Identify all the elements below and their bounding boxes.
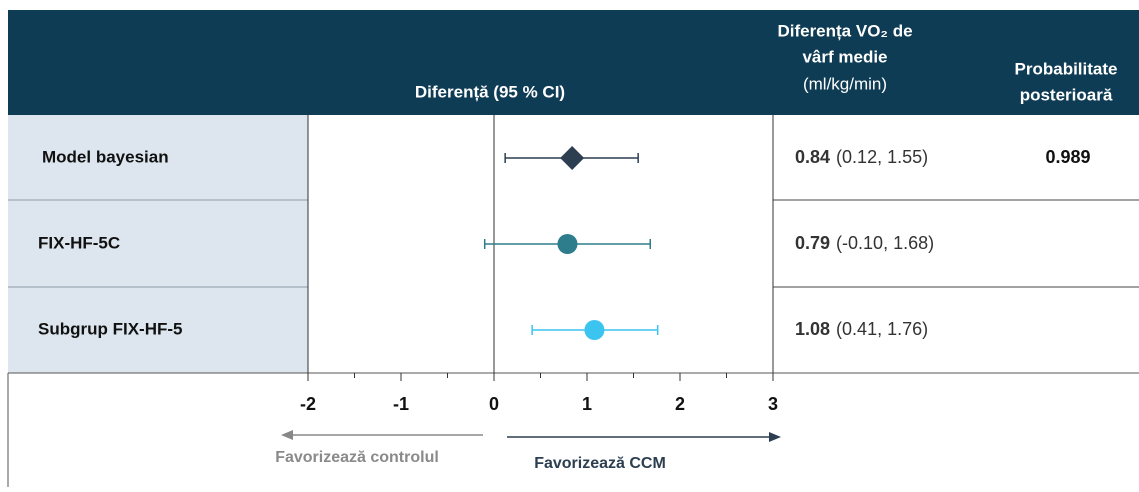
point — [584, 320, 605, 340]
point — [557, 234, 578, 254]
row-label: Subgrup FIX-HF-5 — [38, 319, 182, 338]
x-tick-label: -1 — [393, 394, 409, 414]
posterior-header: Probabilitate — [1015, 59, 1118, 78]
estimate: 0.84 (0.12, 1.55) — [795, 147, 928, 167]
posterior-header: posterioară — [1020, 85, 1113, 104]
estimate-value: 1.08 — [795, 319, 830, 339]
row-label: Model bayesian — [42, 147, 169, 166]
point — [560, 146, 585, 170]
x-tick-label: 2 — [675, 394, 685, 414]
header-band — [8, 10, 1139, 115]
arrow-head — [769, 432, 781, 442]
estimate-value: 0.79 — [795, 233, 830, 253]
mean-header: (ml/kg/min) — [803, 74, 887, 93]
estimate-value: 0.84 — [795, 147, 830, 167]
x-tick-label: 0 — [489, 394, 499, 414]
ci-label: (0.12, 1.55) — [836, 147, 928, 167]
row-label: FIX-HF-5C — [38, 233, 120, 252]
estimate: 1.08 (0.41, 1.76) — [795, 319, 928, 339]
x-tick-label: -2 — [300, 394, 316, 414]
estimate: 0.79 (-0.10, 1.68) — [795, 233, 934, 253]
x-tick-label: 1 — [582, 394, 592, 414]
mean-header: vârf medie — [802, 47, 887, 66]
label-column — [8, 115, 308, 373]
arrow-head — [281, 430, 293, 440]
annotation-right: Favorizează CCM — [534, 455, 666, 472]
x-tick-label: 3 — [768, 394, 778, 414]
ci-label: (0.41, 1.76) — [836, 319, 928, 339]
diff-header: Diferență (95 % CI) — [415, 82, 565, 101]
annotation-left: Favorizează controlul — [275, 449, 439, 466]
ci-label: (-0.10, 1.68) — [836, 233, 934, 253]
posterior-value: 0.989 — [1045, 147, 1090, 167]
mean-header: Diferența VO₂ de — [777, 21, 912, 40]
